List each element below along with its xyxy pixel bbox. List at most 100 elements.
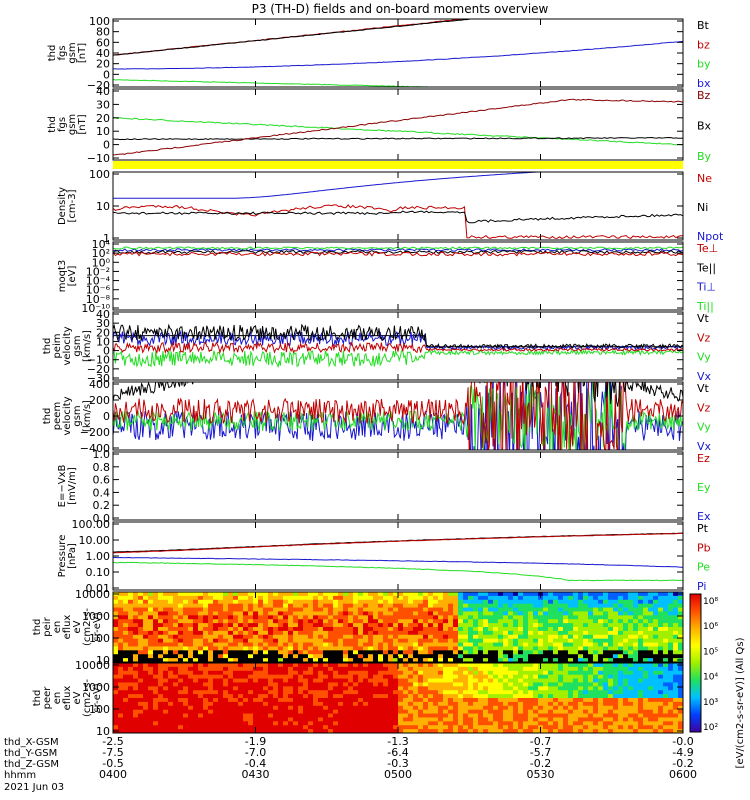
colorbar-tick-label: 10²: [703, 723, 718, 733]
y-axis-label: thd fgs gsm [nT]: [47, 114, 88, 135]
x-tick-label: 0600: [669, 768, 697, 781]
y-label-line: velocity: [62, 326, 73, 365]
y-label-line: Pressure: [57, 535, 68, 578]
y-tick-label: 1.00: [86, 550, 111, 563]
legend-entry: Bz: [697, 89, 711, 102]
y-label-line: gsm: [67, 114, 78, 135]
ephem-value: -4.9: [672, 746, 693, 759]
y-label-line: (cm2-s-: [82, 608, 93, 646]
y-label-line: thd: [42, 338, 53, 355]
trace-npot: [113, 172, 546, 199]
y-label-line: eV: [72, 691, 83, 704]
trace-teperp: [113, 251, 683, 257]
ephem-value: -1.3: [387, 735, 408, 748]
y-label-line: peem: [52, 402, 63, 430]
panel-peer-spec: 10000 1000 100 10 thd peer en eflux eV (cm2-s-sr-…: [32, 659, 684, 738]
trace-bx: [113, 136, 683, 141]
y-label-line: (cm2-s-: [82, 679, 93, 717]
y-tick-label: −30: [87, 372, 110, 385]
ephem-row-label: hhmm: [4, 770, 36, 781]
y-label-line: eflux: [62, 686, 73, 711]
y-axis-label: E=−VxB [mV/m]: [57, 465, 78, 508]
panel-traces: [113, 382, 683, 450]
ephem-value: -2.5: [102, 735, 123, 748]
y-label-line: peer: [42, 686, 53, 710]
panel-peem-vel: 400 200 0 −200 −400 thd peem velocity gsm [km/s] V…: [42, 378, 712, 455]
y-axis-label: thd peim velocity gsm [km/s]: [42, 326, 93, 365]
y-label-line: en: [52, 692, 63, 705]
y-tick-label: 40: [96, 308, 110, 321]
y-label-line: gsm: [67, 42, 78, 63]
y-label-line: en: [52, 621, 63, 634]
colorbar: 10⁸ 10⁶ 10⁵ 10⁴ 10³ 10² [eV/(cm2-s-sr-eV)] (Al…: [689, 593, 746, 768]
y-tick-label: 20: [96, 326, 110, 339]
legend-entry: Ti||: [696, 300, 714, 313]
trace-ni: [113, 210, 683, 224]
y-tick-label: 0.2: [93, 499, 111, 512]
y-tick-label: 60: [96, 36, 110, 49]
panel-traces: [113, 323, 683, 369]
y-label-line: peir: [42, 616, 53, 636]
y-tick-label: 20: [96, 58, 110, 71]
y-tick-label: 100.00: [72, 518, 111, 531]
y-tick-label: 30: [96, 317, 110, 330]
y-label-line: [mV/m]: [67, 467, 78, 505]
y-tick-label: 0: [103, 68, 110, 81]
y-tick-label: 10⁰: [92, 256, 111, 269]
trace-by: [113, 116, 683, 146]
y-tick-label: −400: [80, 442, 110, 455]
y-tick-label: 10000: [75, 588, 110, 601]
trace-bt: [113, 19, 474, 56]
y-tick-label: 10.00: [79, 534, 111, 547]
ephem-value: -0.0: [672, 735, 693, 748]
panel-frame: [112, 88, 684, 161]
y-tick-label: 20: [96, 112, 110, 125]
y-tick-label: 10⁻⁴: [86, 275, 111, 288]
y-label-line: [km/s]: [82, 400, 93, 432]
y-tick-label: 0.8: [93, 461, 111, 474]
y-label-line: [nT]: [77, 114, 88, 134]
y-tick-label: 1: [103, 232, 110, 245]
y-label-line: thd: [32, 619, 43, 636]
y-tick-label: 0.01: [86, 582, 111, 595]
legend-entry: Pi: [697, 580, 706, 593]
legend-entry: Vt: [697, 312, 710, 325]
trace-bz: [113, 98, 683, 156]
legend-entry: Ey: [697, 481, 711, 494]
panel-traces: [113, 172, 683, 239]
y-tick-label: 10: [96, 725, 110, 738]
legend-entry: Bt: [697, 19, 710, 32]
legend-entry: bz: [697, 38, 710, 51]
colorbar-tick-label: 10⁵: [703, 647, 718, 657]
legend-entry: bx: [697, 77, 711, 90]
y-label-line: gsm: [72, 405, 83, 426]
y-tick-label: 10²: [92, 247, 110, 260]
y-tick-label: 0: [103, 410, 110, 423]
y-tick-label: 10⁴: [92, 238, 111, 251]
y-label-line: [nPa]: [67, 543, 78, 569]
y-axis-label: thd fgs gsm [nT]: [47, 42, 88, 63]
panel-density: 100 10 1 Density [cm-3] Ne Ni Npot: [57, 168, 724, 245]
legend-entry: Ex: [697, 510, 711, 523]
panel-traces: [113, 532, 683, 582]
y-tick-label: 0.0: [93, 512, 111, 525]
trace-tepar: [113, 249, 683, 255]
colorbar-label-text: [eV/(cm2-s-sr-eV)] (All Qs): [735, 637, 746, 768]
trace-ne: [113, 204, 683, 239]
panel-frame: [112, 18, 684, 88]
y-axis-label: thd peem velocity gsm [km/s]: [42, 396, 93, 435]
quality-flag-bar: [113, 161, 683, 169]
y-tick-label: 1000: [82, 610, 110, 623]
ephem-value: -5.7: [530, 746, 551, 759]
legend-entry: Vx: [697, 370, 712, 383]
y-tick-label: 400: [89, 378, 110, 391]
panel-peir-spec: 10000 1000 100 10 thd peir en eflux eV (cm2-s-sr-…: [32, 588, 684, 667]
trace-tiperp: [113, 248, 683, 252]
x-tick-label: 0430: [242, 768, 270, 781]
y-label-line: eV: [72, 620, 83, 633]
legend-entry: Pe: [697, 561, 710, 574]
ephem-row-label: thd_Y-GSM: [4, 748, 57, 759]
